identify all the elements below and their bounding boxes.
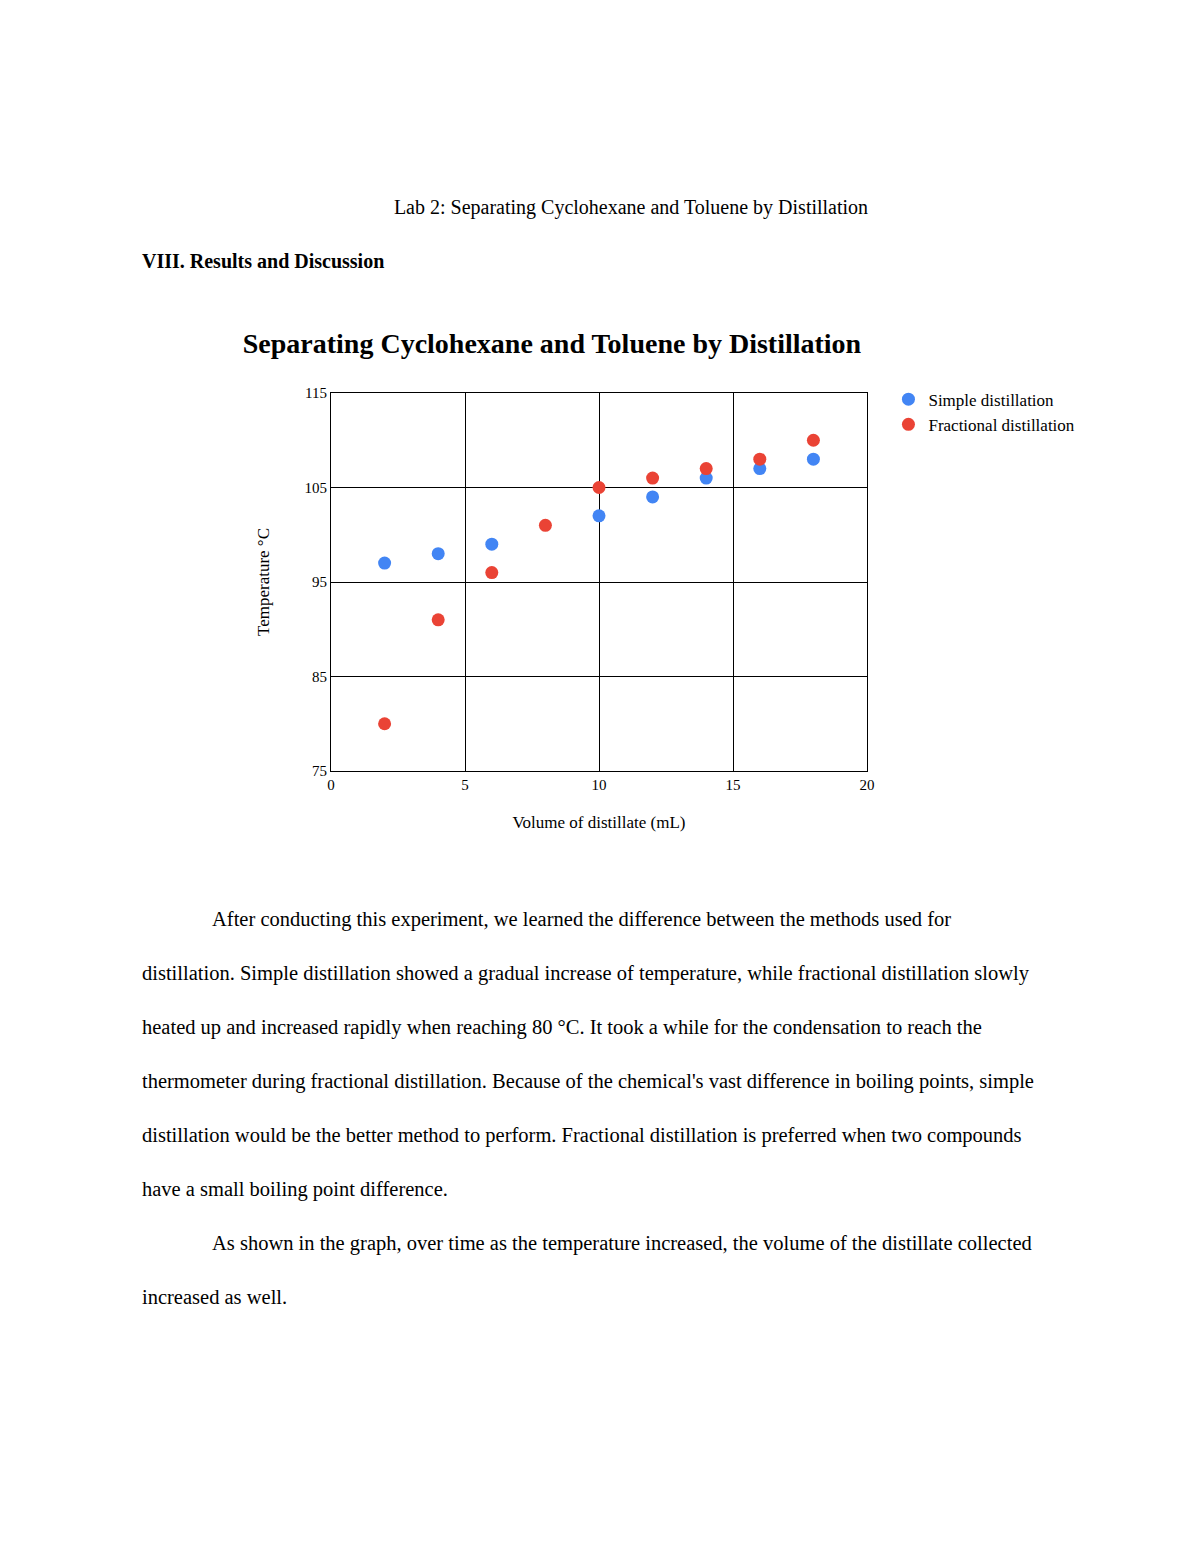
svg-text:Volume of distillate (mL): Volume of distillate (mL) [513,813,686,832]
html-text:After conducting this experime: After conducting this experiment, we lea… [142,908,1034,1200]
svg-text:15: 15 [726,777,741,793]
svg-text:20: 20 [860,777,875,793]
svg-text:Separating Cyclohexane and Tol: Separating Cyclohexane and Toluene by Di… [243,328,862,359]
svg-text:10: 10 [592,777,607,793]
svg-text:0: 0 [327,777,335,793]
svg-text:Temperature °C: Temperature °C [254,528,273,636]
svg-text:75: 75 [312,763,327,779]
html-text:As shown in the graph, over ti: As shown in the graph, over time as the … [142,1232,1032,1308]
svg-text:95: 95 [312,574,327,590]
html-text:Lab 2: Separating Cyclohexane: Lab 2: Separating Cyclohexane and Toluen… [393,196,869,218]
html-text:VIII. Results and Discussion: VIII. Results and Discussion [142,250,385,272]
svg-text:Simple distillation: Simple distillation [928,391,1054,410]
svg-text:5: 5 [461,777,469,793]
svg-text:Fractional distillation: Fractional distillation [928,416,1074,435]
svg-text:105: 105 [305,480,328,496]
svg-text:85: 85 [312,669,327,685]
svg-text:115: 115 [305,385,327,401]
